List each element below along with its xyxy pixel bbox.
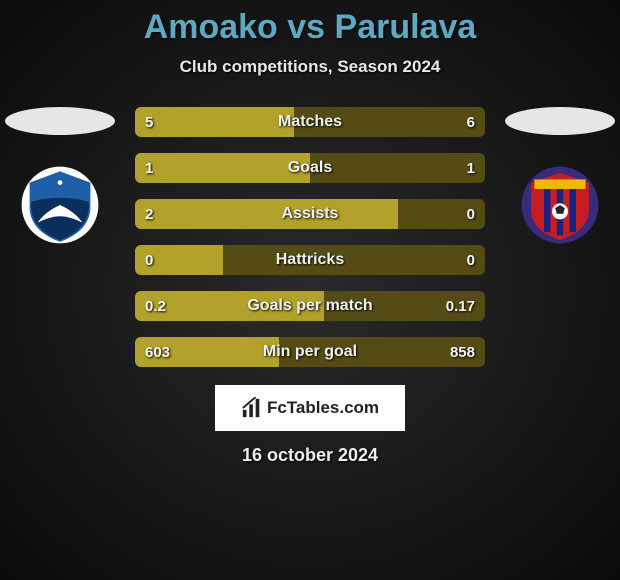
- branding-text: FcTables.com: [267, 398, 379, 418]
- stat-bar-left: [135, 153, 310, 183]
- stat-bar-right: [223, 245, 486, 275]
- stat-row: 603858Min per goal: [135, 337, 485, 367]
- stat-bar-left: [135, 199, 398, 229]
- left-team-col: [0, 107, 120, 245]
- stat-row: 0.20.17Goals per match: [135, 291, 485, 321]
- stat-row: 20Assists: [135, 199, 485, 229]
- stat-bar-left: [135, 291, 324, 321]
- chart-icon: [241, 397, 263, 419]
- page-title: Amoako vs Parulava: [0, 0, 620, 47]
- stat-bar-right: [279, 337, 485, 367]
- stat-row: 00Hattricks: [135, 245, 485, 275]
- stat-bar-right: [324, 291, 485, 321]
- shield-icon: [20, 165, 100, 245]
- stat-row: 11Goals: [135, 153, 485, 183]
- stat-bar-right: [398, 199, 486, 229]
- comparison-main: 56Matches 11Goals 20Assists 00Hattricks 0.20…: [0, 107, 620, 367]
- page-subtitle: Club competitions, Season 2024: [0, 57, 620, 77]
- stat-row: 56Matches: [135, 107, 485, 137]
- stats-container: 56Matches 11Goals 20Assists 00Hattricks 0.20…: [135, 107, 485, 367]
- right-team-crest: [520, 165, 600, 245]
- left-team-crest: [20, 165, 100, 245]
- stat-bar-left: [135, 107, 294, 137]
- stat-bar-right: [294, 107, 485, 137]
- stat-bar-left: [135, 337, 279, 367]
- left-ellipse: [5, 107, 115, 135]
- stat-bar-left: [135, 245, 223, 275]
- right-ellipse: [505, 107, 615, 135]
- branding-badge: FcTables.com: [215, 385, 405, 431]
- shield-icon: [520, 165, 600, 245]
- stat-bar-right: [310, 153, 485, 183]
- date-label: 16 october 2024: [0, 445, 620, 466]
- right-team-col: [500, 107, 620, 245]
